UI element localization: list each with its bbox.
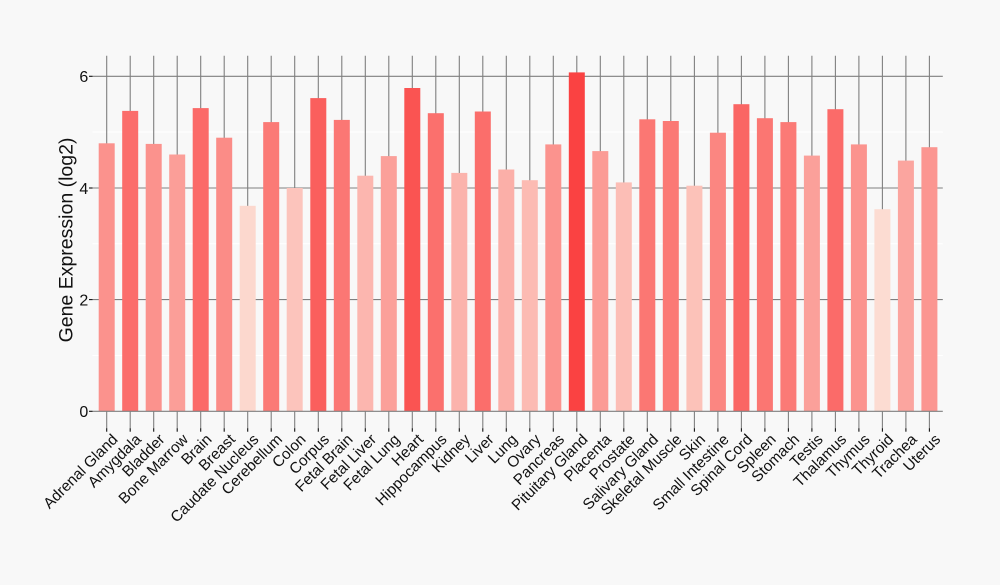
svg-text:4: 4 <box>79 181 88 198</box>
svg-text:0: 0 <box>79 404 88 421</box>
svg-text:2: 2 <box>79 292 88 309</box>
svg-text:6: 6 <box>79 69 88 86</box>
svg-text:Gene Expression (log2): Gene Expression (log2) <box>55 138 77 343</box>
